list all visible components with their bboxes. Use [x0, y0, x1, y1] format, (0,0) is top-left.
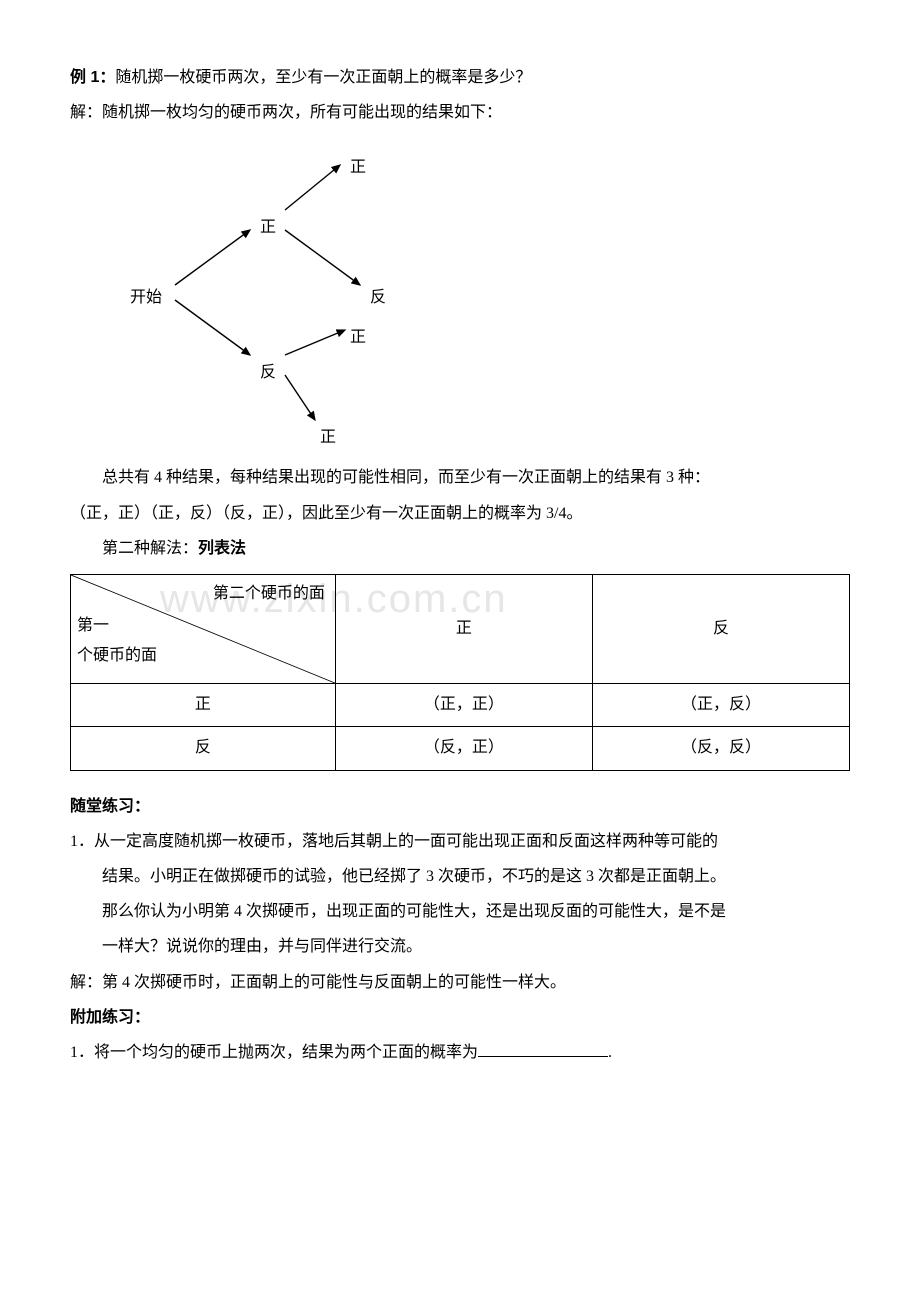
tree-edge — [285, 165, 340, 210]
diag-header-cell: 第二个硬币的面 第一 个硬币的面 — [71, 574, 336, 683]
extra-q1-text: 将一个均匀的硬币上抛两次，结果为两个正面的概率为 — [94, 1044, 478, 1061]
table-cell: （反，反） — [592, 727, 849, 770]
diag-top-label: 第二个硬币的面 — [213, 579, 325, 609]
solution-line: 解：随机掷一枚均匀的硬币两次，所有可能出现的结果如下： — [70, 95, 850, 130]
tree-node: 正 — [260, 210, 276, 245]
tree-edge — [285, 230, 360, 285]
extra-q1-number: 1． — [70, 1044, 94, 1061]
answer-text: 第 4 次掷硬币时，正面朝上的可能性与反面朝上的可能性一样大。 — [102, 974, 566, 991]
practice-title: 随堂练习： — [70, 789, 850, 824]
table-cell: （正，反） — [592, 683, 849, 726]
table-cell: （正，正） — [335, 683, 592, 726]
example-label: 例 1： — [70, 69, 115, 86]
example-line: 例 1：随机掷一枚硬币两次，至少有一次正面朝上的概率是多少？ — [70, 60, 850, 95]
q1-number: 1． — [70, 833, 94, 850]
tree-node: 反 — [370, 280, 386, 315]
col-header: 反 — [592, 574, 849, 683]
tree-diagram: 开始正反正反正正 — [100, 140, 850, 450]
practice-q1-l4: 一样大？说说你的理由，并与同伴进行交流。 — [70, 929, 850, 964]
tree-edge — [285, 330, 345, 355]
extra-title-text: 附加练习： — [70, 1009, 150, 1026]
table-row: 第二个硬币的面 第一 个硬币的面 正 反 — [71, 574, 850, 683]
extra-q1-tail: . — [608, 1044, 612, 1061]
example-question: 随机掷一枚硬币两次，至少有一次正面朝上的概率是多少？ — [115, 69, 531, 86]
tree-edge — [175, 230, 250, 285]
summary-line-2: （正，正）（正，反）（反，正），因此至少有一次正面朝上的概率为 3/4。 — [70, 496, 850, 531]
col-header: 正 — [335, 574, 592, 683]
practice-q1-l3: 那么你认为小明第 4 次掷硬币，出现正面的可能性大，还是出现反面的可能性大，是不… — [70, 894, 850, 929]
table-row: 正 （正，正） （正，反） — [71, 683, 850, 726]
method2-prefix: 第二种解法： — [102, 540, 198, 557]
table-cell: （反，正） — [335, 727, 592, 770]
extra-title: 附加练习： — [70, 1000, 850, 1035]
extra-q1: 1．将一个均匀的硬币上抛两次，结果为两个正面的概率为. — [70, 1035, 850, 1070]
practice-answer: 解：第 4 次掷硬币时，正面朝上的可能性与反面朝上的可能性一样大。 — [70, 965, 850, 1000]
method2-name: 列表法 — [198, 540, 246, 557]
practice-q1-l1: 1．从一定高度随机掷一枚硬币，落地后其朝上的一面可能出现正面和反面这样两种等可能… — [70, 824, 850, 859]
tree-node: 正 — [320, 420, 336, 455]
solution-intro: 随机掷一枚均匀的硬币两次，所有可能出现的结果如下： — [102, 104, 502, 121]
summary-line-1: 总共有 4 种结果，每种结果出现的可能性相同，而至少有一次正面朝上的结果有 3 … — [70, 460, 850, 495]
row-header: 正 — [71, 683, 336, 726]
method2-line: 第二种解法：列表法 — [70, 531, 850, 566]
answer-label: 解： — [70, 974, 102, 991]
tree-node: 反 — [260, 355, 276, 390]
practice-title-text: 随堂练习： — [70, 798, 150, 815]
tree-node: 开始 — [130, 280, 162, 315]
outcome-table: 第二个硬币的面 第一 个硬币的面 正 反 正 （正，正） （正，反） 反 （反，… — [70, 574, 850, 771]
tree-edge — [285, 375, 315, 420]
diag-bottom-label-2: 个硬币的面 — [77, 641, 157, 671]
tree-edge — [175, 300, 250, 355]
row-header: 反 — [71, 727, 336, 770]
tree-edges — [100, 140, 850, 450]
blank-line — [478, 1040, 608, 1057]
q1-text-1: 从一定高度随机掷一枚硬币，落地后其朝上的一面可能出现正面和反面这样两种等可能的 — [94, 833, 718, 850]
practice-q1-l2: 结果。小明正在做掷硬币的试验，他已经掷了 3 次硬币，不巧的是这 3 次都是正面… — [70, 859, 850, 894]
tree-node: 正 — [350, 320, 366, 355]
tree-node: 正 — [350, 150, 366, 185]
solution-label: 解： — [70, 104, 102, 121]
diag-bottom-label-1: 第一 — [77, 611, 109, 641]
table-row: 反 （反，正） （反，反） — [71, 727, 850, 770]
